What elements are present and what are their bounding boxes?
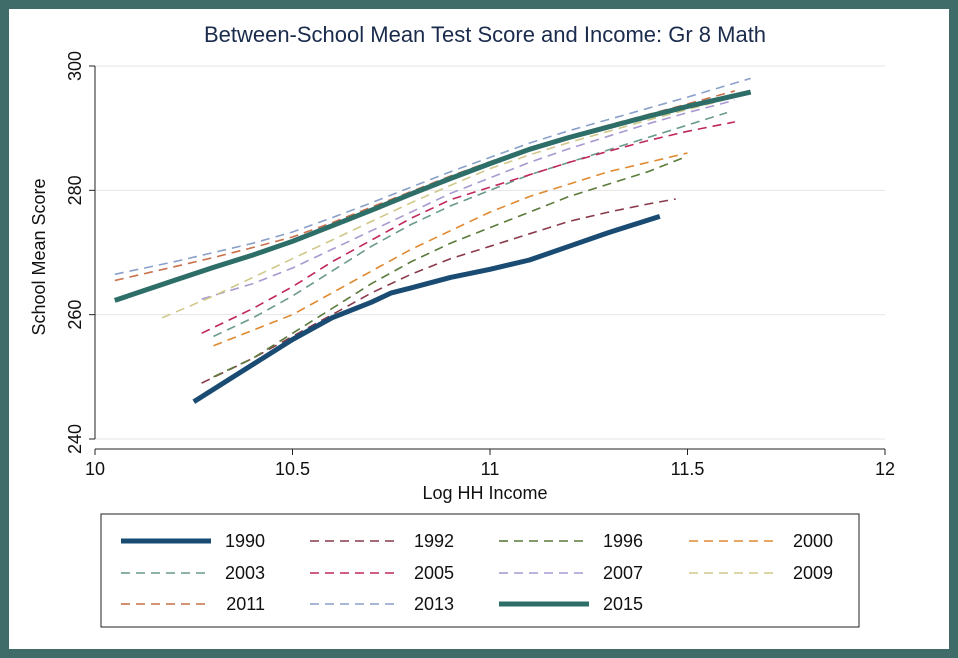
- series-line-2000: [213, 152, 688, 347]
- series-line-2007: [201, 99, 736, 300]
- legend-label-2011: 2011: [226, 594, 265, 614]
- axes: 240 260 280 300 10 10.5 11 11.5 12: [65, 51, 895, 479]
- x-tick-label: 10.5: [275, 459, 310, 479]
- legend-label-2005: 2005: [414, 563, 454, 583]
- y-tick-label: 280: [65, 175, 85, 205]
- series-line-2015: [114, 89, 752, 303]
- y-tick-label: 300: [65, 51, 85, 81]
- y-axis-label: School Mean Score: [29, 178, 49, 335]
- legend-label-2009: 2009: [793, 563, 833, 583]
- chart-canvas: Between-School Mean Test Score and Incom…: [29, 22, 895, 628]
- legend-label-2000: 2000: [793, 531, 833, 551]
- x-axis-label: Log HH Income: [422, 483, 547, 503]
- x-tick-label: 12: [875, 459, 895, 479]
- series-lines: [114, 77, 752, 404]
- x-tick-label: 11.5: [671, 459, 705, 479]
- legend-label-2013: 2013: [414, 594, 454, 614]
- legend: 1990 1992 1996 2000 2003 2005 2007 2009 2011 2013…: [100, 513, 860, 628]
- y-tick-label: 260: [65, 300, 85, 330]
- legend-label-1996: 1996: [603, 531, 643, 551]
- series-line-1996: [213, 155, 688, 378]
- series-line-1990: [192, 214, 661, 404]
- legend-label-2015: 2015: [603, 594, 643, 614]
- chart-title: Between-School Mean Test Score and Incom…: [204, 22, 766, 47]
- legend-label-1992: 1992: [414, 531, 454, 551]
- legend-box: [100, 513, 860, 628]
- x-tick-label: 10: [85, 459, 105, 479]
- series-line-2003: [213, 111, 728, 338]
- series-line-2013: [114, 77, 751, 276]
- legend-label-2007: 2007: [603, 563, 643, 583]
- series-line-2005: [201, 121, 736, 335]
- series-line-2009: [161, 93, 748, 319]
- y-tick-label: 240: [65, 424, 85, 454]
- x-tick-label: 11: [481, 459, 500, 479]
- grid-lines: [95, 65, 885, 440]
- legend-label-1990: 1990: [225, 531, 265, 551]
- chart-frame: Between-School Mean Test Score and Incom…: [9, 9, 949, 649]
- legend-label-2003: 2003: [225, 563, 265, 583]
- series-line-1992: [201, 198, 676, 384]
